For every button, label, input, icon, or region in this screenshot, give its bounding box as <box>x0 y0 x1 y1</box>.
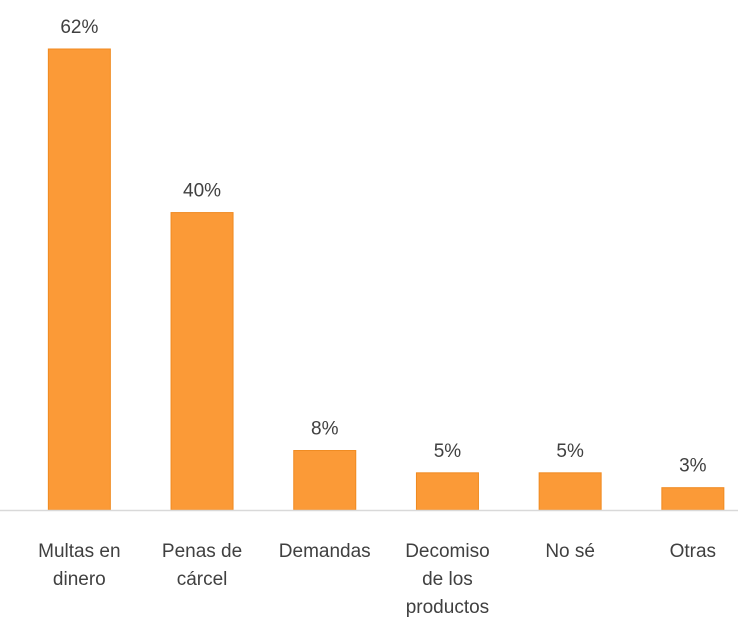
data-label: 8% <box>311 419 339 440</box>
data-label: 3% <box>679 456 707 477</box>
x-tick-label: Otras <box>670 541 716 562</box>
label-line: Decomiso <box>405 541 489 562</box>
label-line: productos <box>406 597 489 618</box>
label-line: Demandas <box>279 541 371 562</box>
label-line: Penas de <box>162 541 242 562</box>
label-line: Multas en <box>38 541 120 562</box>
x-tick-label: No sé <box>545 541 595 562</box>
data-label: 5% <box>556 441 584 462</box>
bar <box>661 487 725 511</box>
label-line: Otras <box>670 541 716 562</box>
data-label: 62% <box>60 17 98 38</box>
x-tick-label: Decomiso de los productos <box>405 541 489 618</box>
x-tick-label: Penas de cárcel <box>162 541 242 590</box>
label-line: de los <box>422 569 473 590</box>
bar <box>293 450 357 511</box>
bar <box>47 48 111 511</box>
data-label: 5% <box>434 441 462 462</box>
x-tick-label: Multas en dinero <box>38 541 120 590</box>
x-tick-label: Demandas <box>279 541 371 562</box>
bar <box>170 212 234 511</box>
label-line: dinero <box>53 569 106 590</box>
data-label: 40% <box>183 181 221 202</box>
bar <box>415 472 479 511</box>
bar <box>538 472 602 511</box>
label-line: cárcel <box>177 569 228 590</box>
label-line: No sé <box>545 541 595 562</box>
